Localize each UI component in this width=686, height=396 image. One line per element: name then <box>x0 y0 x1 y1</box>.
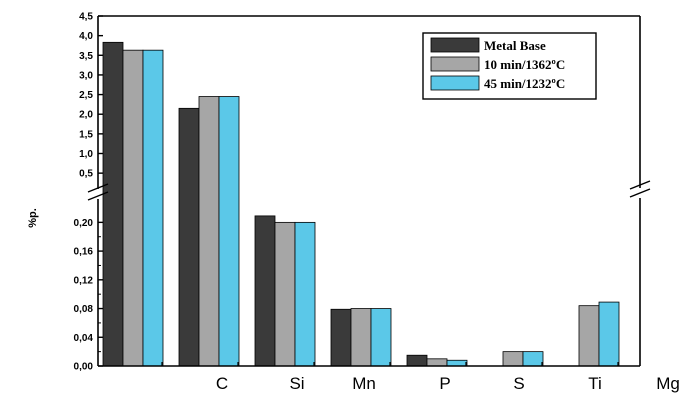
x-category-label-S: S <box>513 374 524 393</box>
bar-Mn-0 <box>330 308 352 367</box>
bar-Mn-1 <box>350 308 372 367</box>
y-ticks: 0,5 1,0 1,5 2,0 2,5 3,0 3,5 4,0 4,5 0,00 0,04 0,08 0… <box>74 12 619 373</box>
y-tick-label: 0,12 <box>74 275 94 286</box>
legend-swatch-0 <box>430 37 480 53</box>
bar-blank-2 <box>142 49 164 367</box>
y-tick-label: 0,04 <box>74 333 94 344</box>
axis-break-mark <box>629 188 651 198</box>
bar-Si-2 <box>294 221 316 367</box>
y-tick-label: 2,5 <box>79 90 93 101</box>
x-category-label-Ti: Ti <box>588 374 602 393</box>
legend-swatch-2 <box>430 75 480 91</box>
bar-Si-1 <box>274 221 296 367</box>
x-category-label-Mg: Mg <box>656 374 680 393</box>
legend-label-0: Metal Base <box>484 38 546 53</box>
y-tick-label: 1,5 <box>79 129 93 140</box>
y-tick-label: 0,00 <box>74 362 94 373</box>
y-tick-label: 0,08 <box>74 304 94 315</box>
bar-P-1 <box>426 358 448 367</box>
bar-C-0 <box>178 107 200 367</box>
bar-P-0 <box>406 354 428 367</box>
bar-S-2 <box>522 351 544 367</box>
legend-label-2: 45 min/1232ºC <box>484 76 565 91</box>
bar-C-2 <box>218 96 240 367</box>
y-tick-label: 0,16 <box>74 247 94 258</box>
bar-Ti-1 <box>578 305 600 367</box>
x-category-label-Mn: Mn <box>352 374 376 393</box>
y-tick-label: 0,20 <box>74 218 94 229</box>
bar-S-1 <box>502 351 524 367</box>
bar-blank-0 <box>102 41 124 367</box>
y-tick-label: 3,5 <box>79 51 93 62</box>
legend-label-1: 10 min/1362ºC <box>484 57 565 72</box>
axes-layer <box>87 15 651 367</box>
bar-C-1 <box>198 96 220 367</box>
y-tick-label: 4,0 <box>79 31 93 42</box>
axis-break-mark <box>87 183 109 193</box>
bars-layer <box>102 41 620 367</box>
y-tick-label: 4,5 <box>79 12 93 23</box>
legend: Metal Base 10 min/1362ºC 45 min/1232ºC <box>422 32 597 100</box>
y-tick-label: 1,0 <box>79 149 93 160</box>
axis-break-mark <box>87 191 109 201</box>
bar-Si-0 <box>254 215 276 367</box>
y-tick-label: 3,0 <box>79 70 93 81</box>
axis-break-mark <box>629 180 651 190</box>
bar-blank-1 <box>122 49 144 367</box>
legend-swatch-1 <box>430 56 480 72</box>
bar-Ti-2 <box>598 301 620 367</box>
x-category-label-Si: Si <box>289 374 304 393</box>
x-category-label-C: C <box>216 374 228 393</box>
bar-P-2 <box>446 359 468 367</box>
bar-Mn-2 <box>370 308 392 367</box>
y-tick-label: 0,5 <box>79 169 93 180</box>
x-category-labels: C Si Mn P S Ti Mg <box>216 374 680 393</box>
x-category-label-P: P <box>439 374 450 393</box>
y-axis-title: %p. <box>27 208 39 228</box>
y-tick-label: 2,0 <box>79 110 93 121</box>
